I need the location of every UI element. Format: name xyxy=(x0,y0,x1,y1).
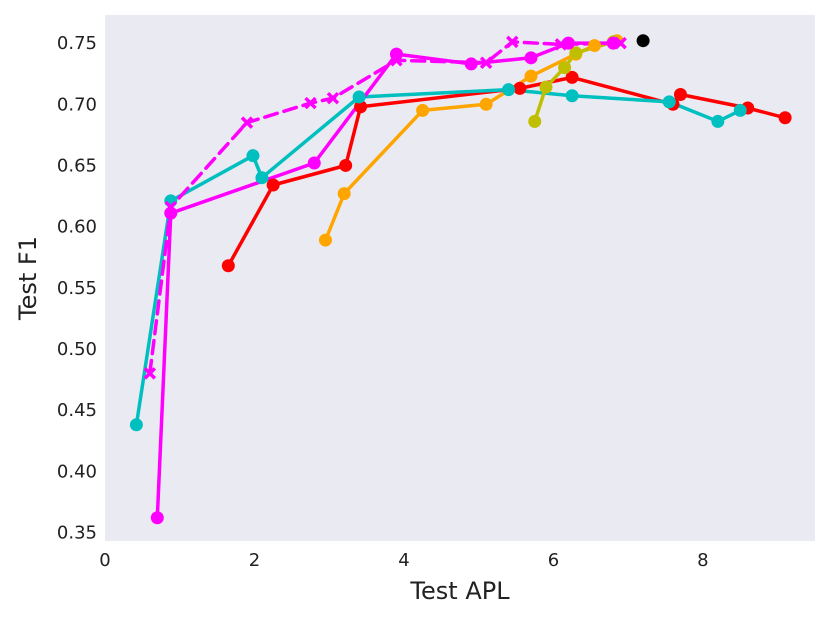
y-axis-ticks: 0.35 0.40 0.45 0.50 0.55 0.60 0.65 0.70 0.75 xyxy=(57,33,97,543)
data-point-s6-7 xyxy=(479,56,493,69)
y-tick-label: 0.35 xyxy=(57,522,97,543)
data-point-s3-1 xyxy=(318,233,332,247)
data-point-s6-10 xyxy=(614,36,627,50)
data-point-s2-6 xyxy=(502,83,516,97)
data-point-s2-1 xyxy=(129,418,143,432)
y-tick-label: 0.45 xyxy=(57,400,97,421)
data-point-s4-2 xyxy=(539,80,553,94)
data-point-s1-2 xyxy=(266,178,280,192)
series-markers xyxy=(129,34,792,525)
data-point-s6-2 xyxy=(164,200,178,214)
data-point-s2-9 xyxy=(711,114,725,128)
x-tick-label: 8 xyxy=(697,550,708,571)
data-point-s2-4 xyxy=(255,171,269,185)
data-point-s2-3 xyxy=(246,149,260,163)
data-point-s3-7 xyxy=(588,39,602,53)
plot-area xyxy=(105,15,815,541)
data-point-s4-4 xyxy=(569,46,583,60)
data-point-s3-4 xyxy=(479,97,493,111)
data-point-s1-4 xyxy=(354,100,368,114)
y-tick-label: 0.55 xyxy=(57,278,97,299)
data-point-s5-1 xyxy=(150,511,164,525)
data-point-s6-8 xyxy=(506,35,519,49)
data-point-s1-8 xyxy=(673,88,687,102)
x-tick-label: 0 xyxy=(99,550,110,571)
data-point-s6-5 xyxy=(326,91,340,105)
data-point-s3-2 xyxy=(337,187,351,201)
data-point-s4-1 xyxy=(528,114,542,128)
y-tick-label: 0.60 xyxy=(57,217,97,238)
data-point-s2-10 xyxy=(733,103,747,117)
data-point-s2-7 xyxy=(565,89,579,103)
data-point-s6-3 xyxy=(240,116,254,129)
data-point-s6-9 xyxy=(554,38,568,51)
x-tick-label: 6 xyxy=(548,550,559,571)
data-point-s5-5 xyxy=(464,57,478,71)
data-point-s1-5 xyxy=(513,81,527,95)
data-point-s2-5 xyxy=(352,90,366,104)
data-point-s1-3 xyxy=(339,158,353,172)
data-point-s5-3 xyxy=(307,156,321,170)
data-point-s6-4 xyxy=(304,96,317,110)
y-tick-label: 0.40 xyxy=(57,461,97,482)
data-point-s5-6 xyxy=(524,51,538,65)
data-point-s1-1 xyxy=(221,259,235,273)
y-tick-label: 0.75 xyxy=(57,33,97,54)
data-point-s2-8 xyxy=(662,95,676,109)
series-line-2 xyxy=(134,87,743,427)
data-point-s1-10 xyxy=(778,111,792,125)
y-axis-label: Test F1 xyxy=(14,236,42,321)
y-tick-label: 0.50 xyxy=(57,339,97,360)
data-point-s6-6 xyxy=(390,54,403,67)
y-tick-label: 0.70 xyxy=(57,94,97,115)
data-point-s4-3 xyxy=(558,61,572,75)
series-line-6 xyxy=(148,40,623,376)
data-point-s6-1 xyxy=(143,367,157,380)
data-point-s7-1 xyxy=(636,34,650,48)
x-tick-label: 2 xyxy=(249,550,260,571)
x-axis-ticks: 0 2 4 6 8 xyxy=(99,550,708,571)
data-point-s1-6 xyxy=(565,70,579,84)
x-axis-label: Test APL xyxy=(409,577,510,605)
data-point-s3-5 xyxy=(524,69,538,83)
y-tick-label: 0.65 xyxy=(57,155,97,176)
data-point-s3-3 xyxy=(416,103,430,117)
x-tick-label: 4 xyxy=(398,550,409,571)
